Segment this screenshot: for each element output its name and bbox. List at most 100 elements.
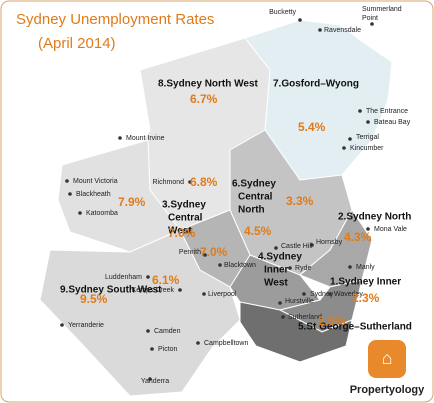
place-dot (196, 341, 200, 345)
place-name: Luddenham (105, 274, 142, 281)
place-name: Kincumber (350, 145, 384, 152)
place-dot (148, 377, 152, 381)
place-name: The Entrance (366, 108, 408, 115)
region-label: West (168, 226, 192, 237)
place-dot (310, 243, 314, 247)
place-dot (298, 18, 302, 22)
place-name: Summerland (362, 6, 402, 13)
place-name: Ravensdale (324, 27, 361, 34)
region-label: Central (238, 192, 273, 203)
rate-label: 6.8% (190, 175, 218, 189)
place-dot (203, 253, 207, 257)
place-name: Liverpool (208, 291, 237, 298)
region-label: 5.St George–Sutherland (298, 322, 412, 333)
place-name: Blackheath (76, 191, 111, 198)
place-dot (202, 292, 206, 296)
region-label: Inner (264, 265, 289, 276)
place-dot (278, 301, 282, 305)
place-dot (318, 28, 322, 32)
rate-label: 5.4% (298, 120, 326, 134)
place-dot (302, 292, 306, 296)
brand-icon: ⌂ (382, 348, 393, 368)
place-dot (150, 347, 154, 351)
region-label: West (264, 278, 288, 289)
place-name: Picton (158, 346, 178, 353)
region-shape (39, 229, 241, 397)
place-name: Blacktown (224, 262, 256, 269)
place-name: Ryde (295, 265, 311, 272)
place-dot (358, 109, 362, 113)
place-dot (366, 227, 370, 231)
rate-label: 7.0% (200, 245, 228, 259)
place-name: Richmond (152, 179, 184, 186)
place-dot (274, 246, 278, 250)
place-dot (218, 263, 222, 267)
place-dot (146, 275, 150, 279)
region-label: 7.Gosford–Wyong (273, 79, 359, 90)
brand-logo (368, 340, 406, 378)
place-name: Penrith (179, 249, 201, 256)
place-name: Kemps Creek (132, 287, 175, 294)
region-label: 9.Sydney South West (60, 285, 162, 296)
rate-label: 4.3% (344, 230, 372, 244)
region-label: Central (168, 213, 203, 224)
regions-shapes (39, 19, 393, 397)
region-label: 6.Sydney (232, 179, 276, 190)
region-label: 2.Sydney North (338, 212, 411, 223)
place-name: Mount Irvine (126, 135, 165, 142)
place-name: Katoomba (86, 210, 118, 217)
place-name: Camden (154, 328, 181, 335)
place-dot (60, 323, 64, 327)
place-dot (178, 288, 182, 292)
place-name: Bucketty (269, 9, 296, 16)
brand-name: Propertyology (350, 384, 425, 396)
place-name: Manly (356, 264, 375, 271)
region-label: 3.Sydney (162, 200, 206, 211)
rate-label: 6.1% (152, 273, 180, 287)
place-name: Hurstville (285, 298, 314, 305)
place-name: Sydney (310, 291, 334, 298)
place-name: Mona Vale (374, 226, 407, 233)
place-name: Campbelltown (204, 340, 248, 347)
place-name: Hornsby (316, 239, 343, 246)
place-dot (348, 137, 352, 141)
place-dot (328, 292, 332, 296)
place-dot (288, 266, 292, 270)
place-dot (281, 315, 285, 319)
region-label: North (238, 205, 265, 216)
place-dot (348, 265, 352, 269)
place-name: Waverley (334, 291, 363, 298)
rate-label: 7.0% (168, 226, 196, 240)
place-name: Mount Victoria (73, 178, 118, 185)
place-dot (342, 146, 346, 150)
region-label: 1.Sydney Inner (330, 277, 401, 288)
region-label: 4.Sydney (258, 252, 302, 263)
subtitle: (April 2014) (38, 35, 116, 52)
place-dot (188, 180, 192, 184)
rate-label: 6.7% (190, 92, 218, 106)
place-name: Sutherland (288, 314, 322, 321)
place-name: Terrigal (356, 134, 379, 141)
place-dot (146, 329, 150, 333)
place-dot (68, 192, 72, 196)
place-dot (118, 136, 122, 140)
place-name: Bateau Bay (374, 119, 411, 126)
place-dot (65, 179, 69, 183)
rate-label: 9.5% (80, 292, 108, 306)
place-dot (370, 22, 374, 26)
rate-label: 7.9% (118, 195, 146, 209)
rate-label: 3.3% (286, 194, 314, 208)
rate-label: 2.3% (352, 291, 380, 305)
place-name: Yerranderie (68, 322, 104, 329)
place-name: Point (362, 15, 378, 22)
region-label: 8.Sydney North West (158, 79, 259, 90)
rate-label: 2.9% (318, 314, 346, 328)
place-name: Yanderra (141, 378, 169, 385)
title: Sydney Unemployment Rates (16, 11, 214, 28)
place-name: Castle Hill (281, 243, 313, 250)
region-shape (239, 301, 353, 363)
rate-label: 4.5% (244, 224, 272, 238)
place-dot (366, 120, 370, 124)
place-dot (78, 211, 82, 215)
